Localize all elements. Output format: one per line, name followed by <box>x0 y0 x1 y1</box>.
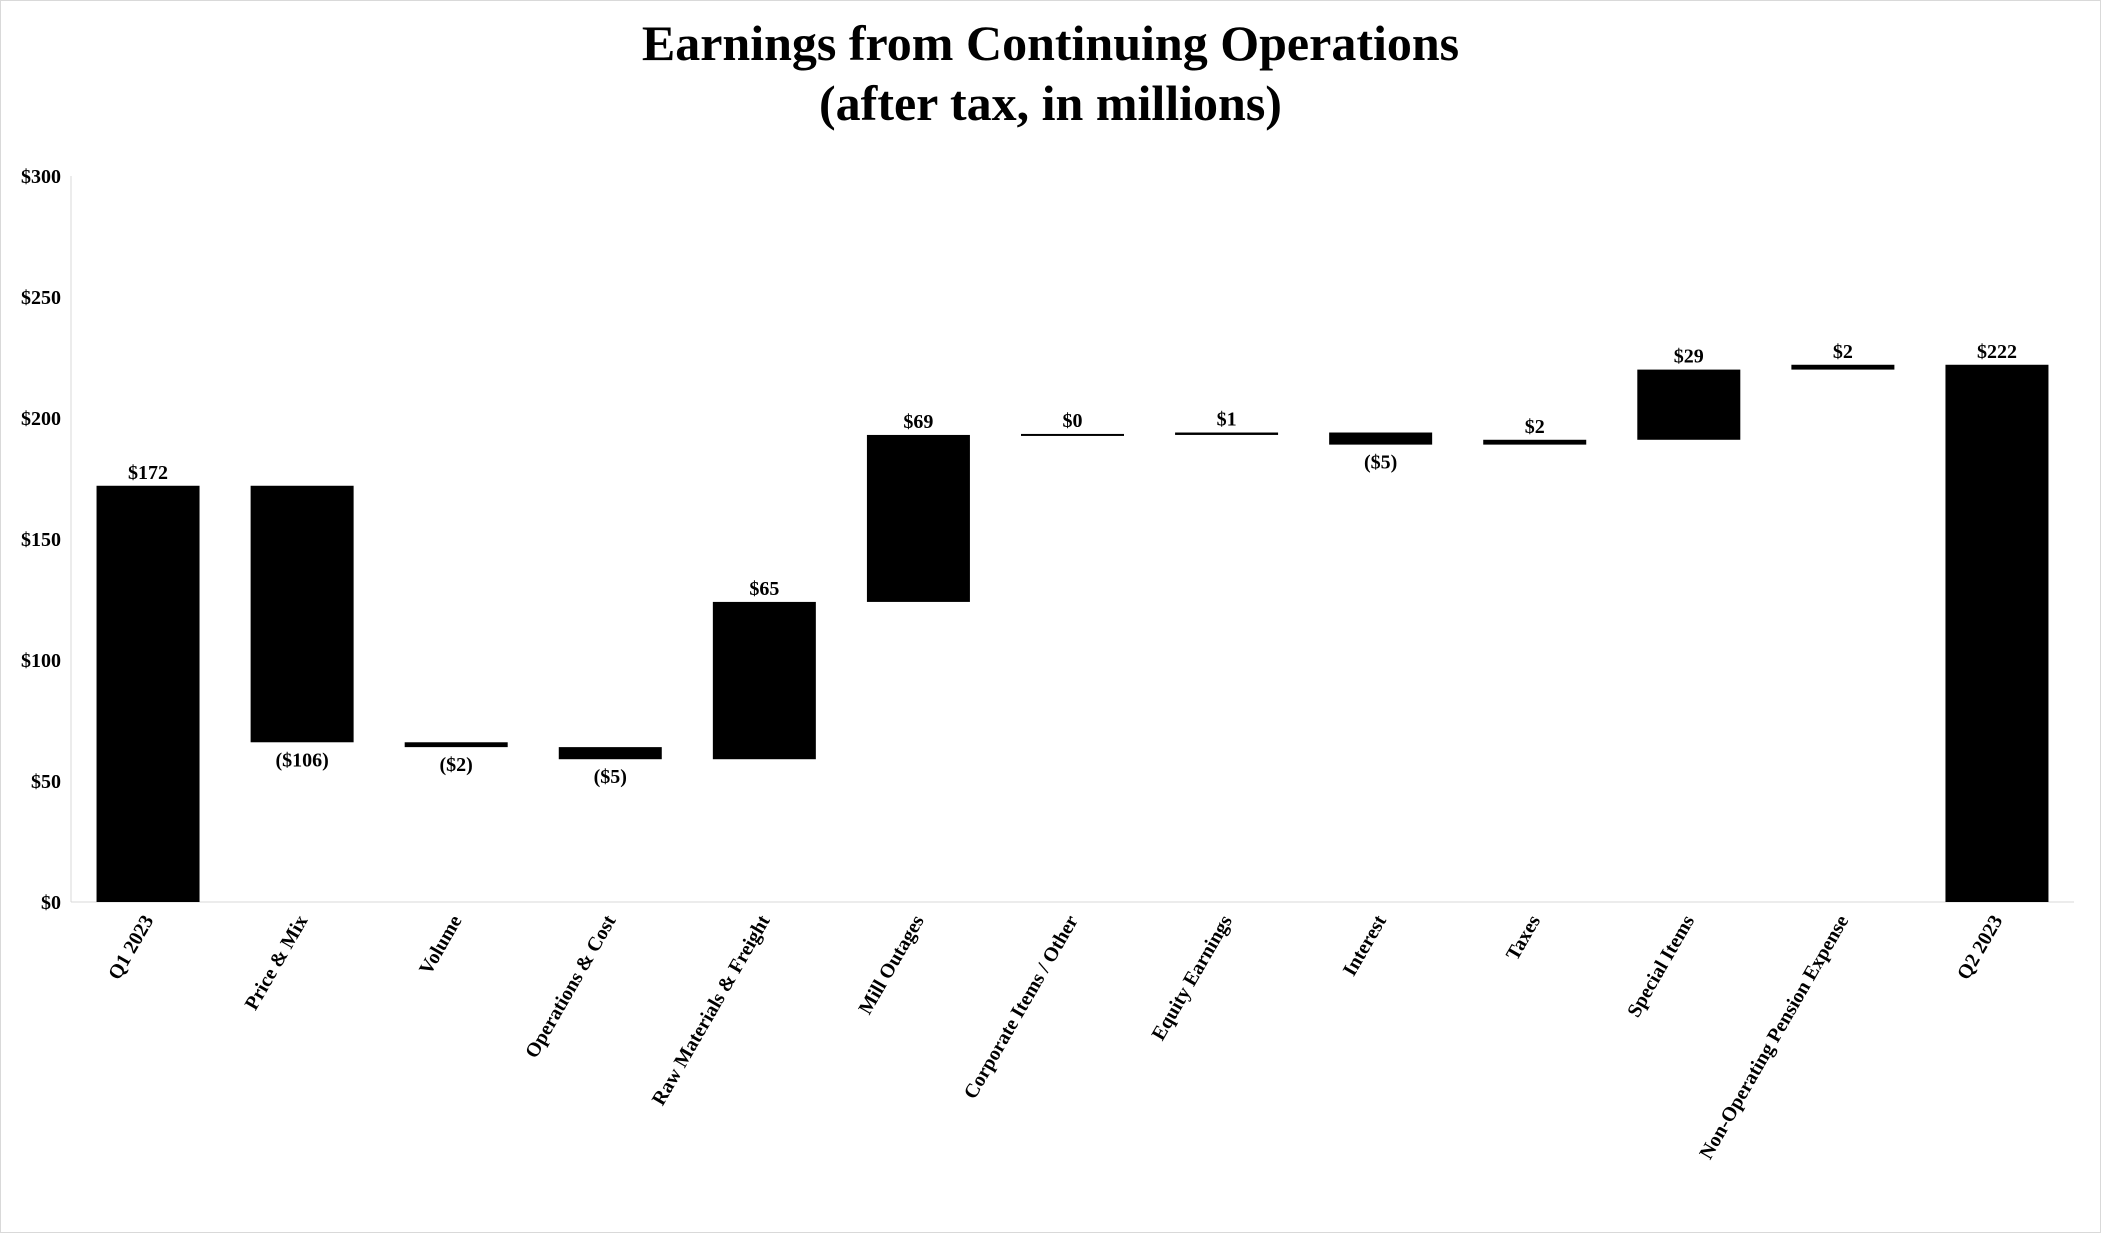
data-label: $65 <box>749 578 779 600</box>
category-label: Raw Materials & Freight <box>648 911 775 1109</box>
data-label: $2 <box>1833 341 1853 363</box>
data-label: $222 <box>1977 341 2017 363</box>
data-label: $69 <box>903 411 933 433</box>
y-tick-label: $300 <box>21 166 61 188</box>
y-tick-label: $100 <box>21 650 61 672</box>
bar <box>558 747 662 760</box>
bar <box>712 601 816 760</box>
bar <box>250 485 354 743</box>
data-label: ($106) <box>275 749 328 771</box>
category-label: Taxes <box>1502 911 1545 964</box>
data-label: ($5) <box>594 766 627 788</box>
y-tick-label: $250 <box>21 287 61 309</box>
data-label: $29 <box>1674 346 1704 368</box>
data-label: $2 <box>1525 416 1545 438</box>
bar <box>1945 364 2049 902</box>
chart-title: Earnings from Continuing Operations <box>641 15 1460 71</box>
category-label: Operations & Cost <box>521 911 621 1062</box>
category-label: Special Items <box>1623 911 1699 1021</box>
category-label: Equity Earnings <box>1148 911 1237 1044</box>
y-tick-label: $150 <box>21 529 61 551</box>
category-label: Price & Mix <box>241 912 313 1014</box>
y-tick-label: $0 <box>41 892 61 914</box>
bar <box>866 434 970 602</box>
data-label: $0 <box>1063 410 1083 432</box>
bar <box>404 742 508 748</box>
category-label: Mill Outages <box>854 911 928 1018</box>
data-label: ($2) <box>440 754 473 776</box>
bar <box>1175 432 1279 435</box>
data-label: $172 <box>128 462 168 484</box>
bar <box>1791 364 1895 370</box>
data-label: ($5) <box>1364 452 1397 474</box>
bar <box>1483 439 1587 445</box>
data-label: $1 <box>1217 409 1237 431</box>
category-label: Q2 2023 <box>1953 912 2007 984</box>
bar <box>1329 432 1433 445</box>
bar <box>96 485 200 902</box>
category-label: Corporate Items / Other <box>960 911 1083 1102</box>
category-label: Non-Operating Pension Expense <box>1695 911 1853 1163</box>
bar <box>1021 433 1124 436</box>
category-label: Interest <box>1339 911 1391 980</box>
category-label: Volume <box>415 911 467 978</box>
y-tick-label: $50 <box>31 771 61 793</box>
y-tick-label: $200 <box>21 408 61 430</box>
bar <box>1637 369 1741 440</box>
category-label: Q1 2023 <box>104 912 158 984</box>
chart-subtitle: (after tax, in millions) <box>819 75 1282 131</box>
